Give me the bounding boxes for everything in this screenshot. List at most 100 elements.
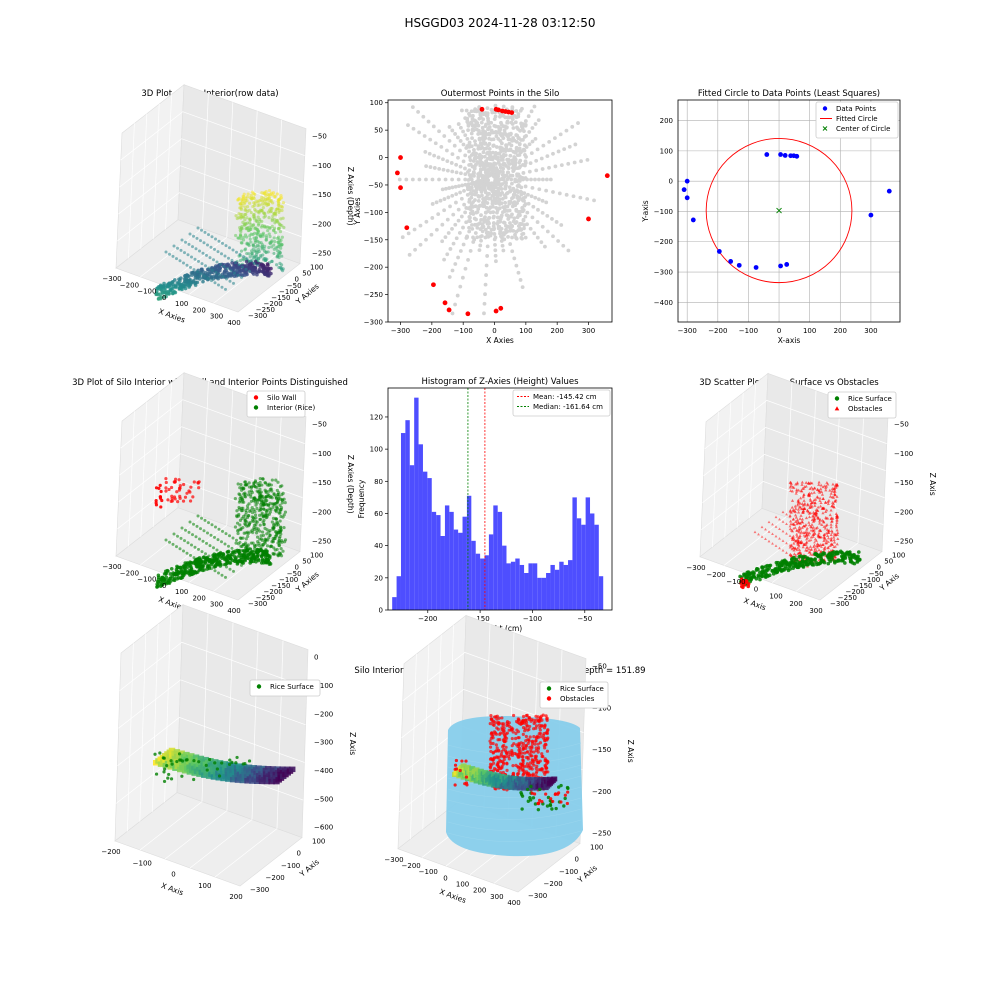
grid-line	[164, 237, 228, 286]
streak-point	[203, 518, 207, 522]
interior-point	[511, 136, 515, 140]
outermost-point	[498, 305, 504, 311]
streak-point	[242, 543, 245, 547]
rice-point	[187, 568, 191, 573]
interior-point	[434, 200, 439, 205]
wall-point	[253, 479, 257, 483]
streak-point	[172, 532, 176, 536]
obstacle-point	[532, 727, 536, 731]
interior-point	[450, 226, 454, 231]
interior-point	[544, 188, 549, 193]
interior-point	[505, 191, 510, 195]
interior-point	[484, 159, 488, 164]
wall-point	[255, 506, 259, 511]
rice-point	[247, 759, 252, 763]
interior-point	[505, 170, 510, 175]
interior-point	[516, 148, 521, 153]
interior-point	[442, 257, 447, 262]
interior-point	[477, 128, 481, 133]
rice-point	[813, 552, 818, 557]
streak-point	[234, 261, 237, 265]
streak-point	[175, 257, 178, 261]
data-point	[681, 187, 687, 193]
rice-point	[192, 777, 196, 782]
z-axis-label: Z Axies (Depth)	[346, 167, 355, 226]
interior-point	[516, 270, 521, 275]
wall-point	[251, 243, 256, 247]
streak-point	[198, 537, 201, 541]
obstacle-point	[499, 754, 503, 758]
wall-point	[268, 506, 272, 511]
interior-point	[482, 182, 486, 187]
interior-point	[530, 139, 535, 144]
y-tick-label: 0	[297, 850, 301, 858]
interior-point	[484, 132, 489, 137]
interior-point	[527, 142, 532, 147]
interior-point	[497, 171, 501, 176]
chart-title: Outermost Points in the Silo	[441, 89, 560, 99]
z-tick-label: −400	[314, 767, 333, 775]
rice-point	[175, 760, 179, 764]
streak-point	[248, 269, 251, 273]
interior-point	[515, 195, 520, 200]
interior-point	[499, 177, 503, 182]
obstacle-point	[515, 728, 519, 732]
y-tick-label: −50	[287, 282, 302, 290]
interior-point	[521, 218, 526, 223]
rice-point	[795, 560, 800, 564]
rice-point	[220, 761, 224, 765]
streak-point	[232, 281, 235, 285]
rice-point	[163, 569, 168, 574]
wall-point	[267, 232, 271, 236]
wall-point	[264, 515, 268, 520]
obstacle-point	[529, 717, 534, 722]
obstacle-point	[539, 716, 543, 720]
interior-point	[465, 136, 470, 141]
streak-point	[213, 281, 217, 285]
interior-point	[508, 228, 513, 233]
wall-point	[249, 508, 253, 513]
rice-point	[162, 290, 167, 295]
z-axis-label: Z Axis	[348, 732, 357, 755]
rice-point	[166, 776, 170, 780]
rice-point	[204, 763, 208, 767]
interior-point	[490, 189, 495, 194]
wall-point	[176, 499, 180, 504]
obstacle-point	[495, 726, 499, 730]
interior-point	[508, 188, 513, 193]
surface-patch	[288, 766, 296, 773]
interior-point	[491, 227, 496, 232]
histogram-bar	[585, 497, 591, 610]
obstacle-point	[502, 726, 506, 730]
wall-point	[252, 484, 257, 488]
interior-point	[463, 266, 468, 271]
y-axis-label: Frequency	[357, 479, 366, 518]
streak-point	[168, 540, 171, 544]
interior-point	[454, 162, 459, 167]
z-tick-label: −200	[312, 220, 331, 228]
wall-point	[241, 487, 245, 491]
obstacle-point	[488, 765, 492, 769]
interior-point	[460, 275, 465, 280]
wall-point	[255, 199, 259, 203]
interior-point	[501, 172, 506, 177]
wall-point	[282, 225, 286, 230]
streak-point	[240, 275, 243, 279]
streak-point	[203, 230, 207, 234]
obstacle-point	[495, 714, 499, 718]
streak-point	[215, 260, 219, 264]
interior-point	[410, 105, 415, 109]
interior-point	[417, 177, 422, 182]
y-tick-label: 0	[379, 607, 383, 615]
x-tick-label: −100	[726, 578, 745, 586]
wall-point	[247, 228, 251, 233]
interior-point	[474, 179, 479, 184]
streak-point	[182, 549, 185, 553]
rice-point	[190, 572, 194, 577]
interior-point	[559, 163, 564, 168]
streak-point	[200, 262, 204, 266]
wall-point	[258, 233, 263, 237]
interior-point	[455, 293, 460, 298]
y-tick-label: −200	[654, 238, 673, 246]
interior-point	[511, 169, 516, 173]
